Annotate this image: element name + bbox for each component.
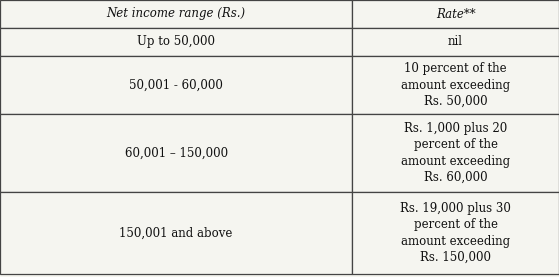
Text: nil: nil	[448, 35, 463, 48]
Text: 10 percent of the
amount exceeding
Rs. 50,000: 10 percent of the amount exceeding Rs. 5…	[401, 62, 510, 108]
Bar	[352, 114, 559, 192]
Bar	[0, 114, 352, 192]
Bar	[0, 28, 352, 56]
Bar	[352, 56, 559, 114]
Text: Rs. 1,000 plus 20
percent of the
amount exceeding
Rs. 60,000: Rs. 1,000 plus 20 percent of the amount …	[401, 122, 510, 184]
Text: Up to 50,000: Up to 50,000	[137, 35, 215, 48]
Bar	[0, 56, 352, 114]
Text: Rs. 19,000 plus 30
percent of the
amount exceeding
Rs. 150,000: Rs. 19,000 plus 30 percent of the amount…	[400, 202, 511, 264]
Text: Rate**: Rate**	[436, 7, 475, 20]
Bar	[0, 192, 352, 274]
Text: Net income range (Rs.): Net income range (Rs.)	[107, 7, 245, 20]
Text: 60,001 – 150,000: 60,001 – 150,000	[125, 147, 228, 160]
Bar	[352, 0, 559, 28]
Bar	[0, 0, 352, 28]
Text: 150,001 and above: 150,001 and above	[120, 227, 233, 240]
Bar	[352, 192, 559, 274]
Text: 50,001 - 60,000: 50,001 - 60,000	[129, 78, 223, 91]
Bar	[352, 28, 559, 56]
